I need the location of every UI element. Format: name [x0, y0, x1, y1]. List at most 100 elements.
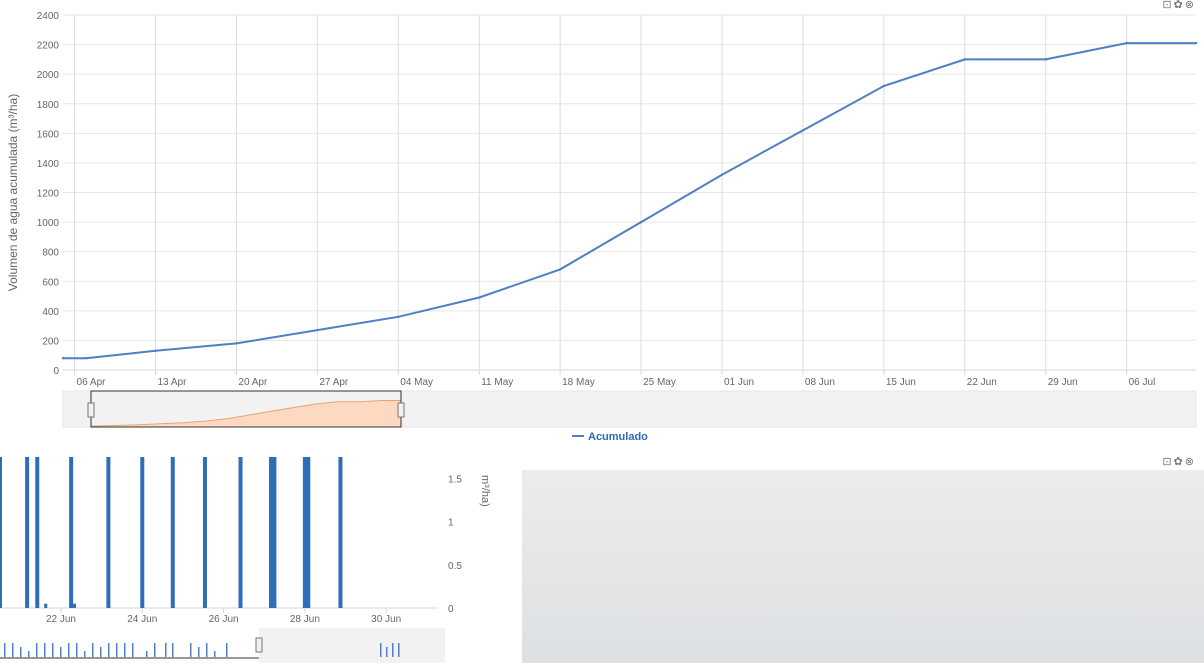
navigator-spike	[386, 647, 388, 657]
navigator-spike	[124, 643, 126, 657]
x-tick-label: 18 May	[562, 377, 595, 388]
navigator-spike	[84, 651, 86, 657]
irrigation-bar	[140, 457, 145, 608]
navigator-handle	[397, 402, 405, 418]
chart-toolbar-icons-bottom[interactable]: ⊡✿⊗	[1162, 456, 1196, 468]
navigator-spike	[4, 643, 6, 657]
legend-label-acumulado: Acumulado	[588, 431, 648, 443]
irrigation-events-chart: 22 Jun 24 Jun 26 Jun 28 Jun 30 Jun 0 0.5 1 1.5 m³…	[0, 455, 520, 663]
data-point	[963, 58, 966, 61]
data-point	[316, 328, 319, 332]
x-tick-label: 15 Jun	[886, 377, 916, 388]
x-tick-label: 22 Jun	[967, 377, 997, 388]
y-tick-label: 1.5	[448, 475, 462, 486]
y-tick-label: 2400	[37, 11, 60, 22]
y-tick-label: 1200	[37, 189, 60, 200]
x-tick-label: 06 Apr	[77, 377, 107, 388]
navigator-spike	[132, 643, 134, 657]
navigator-spike	[172, 643, 174, 657]
data-point	[720, 173, 724, 176]
data-point	[61, 356, 65, 360]
x-tick-label: 06 Jul	[1129, 377, 1156, 388]
navigator-spike	[68, 643, 70, 657]
navigator-spike	[12, 643, 14, 657]
cumulative-water-svg: 0 200 400 600 800 1000 1200 1400 1600 1800 2000 220…	[6, 11, 1198, 443]
navigator-spike	[36, 643, 38, 657]
y-tick-label: 1800	[37, 100, 60, 111]
navigator-spike	[28, 651, 30, 657]
irrigation-bar	[25, 457, 30, 608]
x-tick-label: 29 Jun	[1048, 377, 1078, 388]
y-tick-label: 1000	[37, 218, 60, 229]
navigator-spike	[92, 643, 94, 657]
irrigation-bar	[69, 457, 74, 608]
navigator-handle	[87, 402, 95, 418]
data-point	[882, 84, 886, 88]
y-tick-label: 400	[42, 307, 59, 318]
irrigation-bar	[306, 457, 311, 608]
irrigation-bar	[238, 457, 243, 608]
x-tick-label: 20 Apr	[238, 377, 268, 388]
y-tick-label: 200	[42, 336, 59, 347]
irrigation-bar	[202, 457, 207, 608]
navigator-spike	[76, 643, 78, 657]
irrigation-bar	[170, 457, 175, 608]
navigator-spike	[392, 643, 394, 657]
y-tick-label: 1	[448, 518, 454, 529]
navigator-area	[90, 400, 402, 428]
y-tick-label: 0.5	[448, 561, 462, 572]
loading-panel	[522, 470, 1204, 663]
chart-toolbar-icons[interactable]: ⊡✿⊗	[1162, 0, 1196, 11]
navigator-spike	[154, 643, 156, 657]
data-point	[397, 315, 400, 318]
y-tick-label: 0	[448, 604, 454, 615]
navigator-spike	[146, 651, 148, 657]
navigator-spike	[380, 643, 382, 657]
y-tick-label: 2200	[37, 41, 60, 52]
x-tick-label: 30 Jun	[371, 614, 401, 625]
x-tick-label: 24 Jun	[127, 614, 157, 625]
data-point	[639, 220, 643, 224]
irrigation-bar	[272, 457, 277, 608]
y-tick-label: 0	[53, 366, 59, 377]
navigator-spike	[20, 647, 22, 657]
navigator-spike	[165, 643, 167, 657]
data-point	[1125, 41, 1128, 45]
data-point	[84, 356, 88, 360]
x-tick-label: 26 Jun	[209, 614, 239, 625]
irrigation-bar	[106, 457, 111, 608]
x-tick-label: 04 May	[400, 377, 433, 388]
data-point	[154, 349, 157, 352]
series-line-acumulado	[63, 42, 1196, 360]
navigator-spike	[108, 643, 110, 657]
navigator-spike	[52, 643, 54, 657]
data-point	[801, 129, 805, 132]
x-tick-label: 28 Jun	[290, 614, 320, 625]
irrigation-bar	[44, 603, 48, 608]
irrigation-bar	[269, 457, 274, 608]
navigator-handle	[255, 637, 263, 653]
y-axis-title: m³/ha)	[479, 475, 491, 507]
x-tick-label: 27 Apr	[319, 377, 349, 388]
navigator-spike	[116, 643, 118, 657]
navigator-background	[62, 390, 1197, 428]
navigator-spike	[198, 647, 200, 657]
irrigation-bar	[338, 457, 343, 608]
data-point	[1044, 58, 1047, 61]
y-tick-label: 2000	[37, 70, 60, 81]
data-point	[1194, 41, 1198, 45]
x-tick-label: 25 May	[643, 377, 676, 388]
irrigation-bar	[73, 603, 77, 608]
irrigation-bar	[0, 457, 2, 608]
data-point	[558, 268, 562, 271]
y-tick-label: 1600	[37, 129, 60, 140]
x-tick-label: 01 Jun	[724, 377, 754, 388]
irrigation-bar	[35, 457, 40, 608]
cumulative-water-chart: 0 200 400 600 800 1000 1200 1400 1600 1800 2000 220…	[6, 11, 1198, 443]
data-point	[478, 296, 481, 299]
x-tick-label: 08 Jun	[805, 377, 835, 388]
y-tick-label: 800	[42, 248, 59, 259]
navigator-spike	[44, 643, 46, 657]
y-tick-label: 1400	[37, 159, 60, 170]
navigator-spike	[398, 643, 400, 657]
